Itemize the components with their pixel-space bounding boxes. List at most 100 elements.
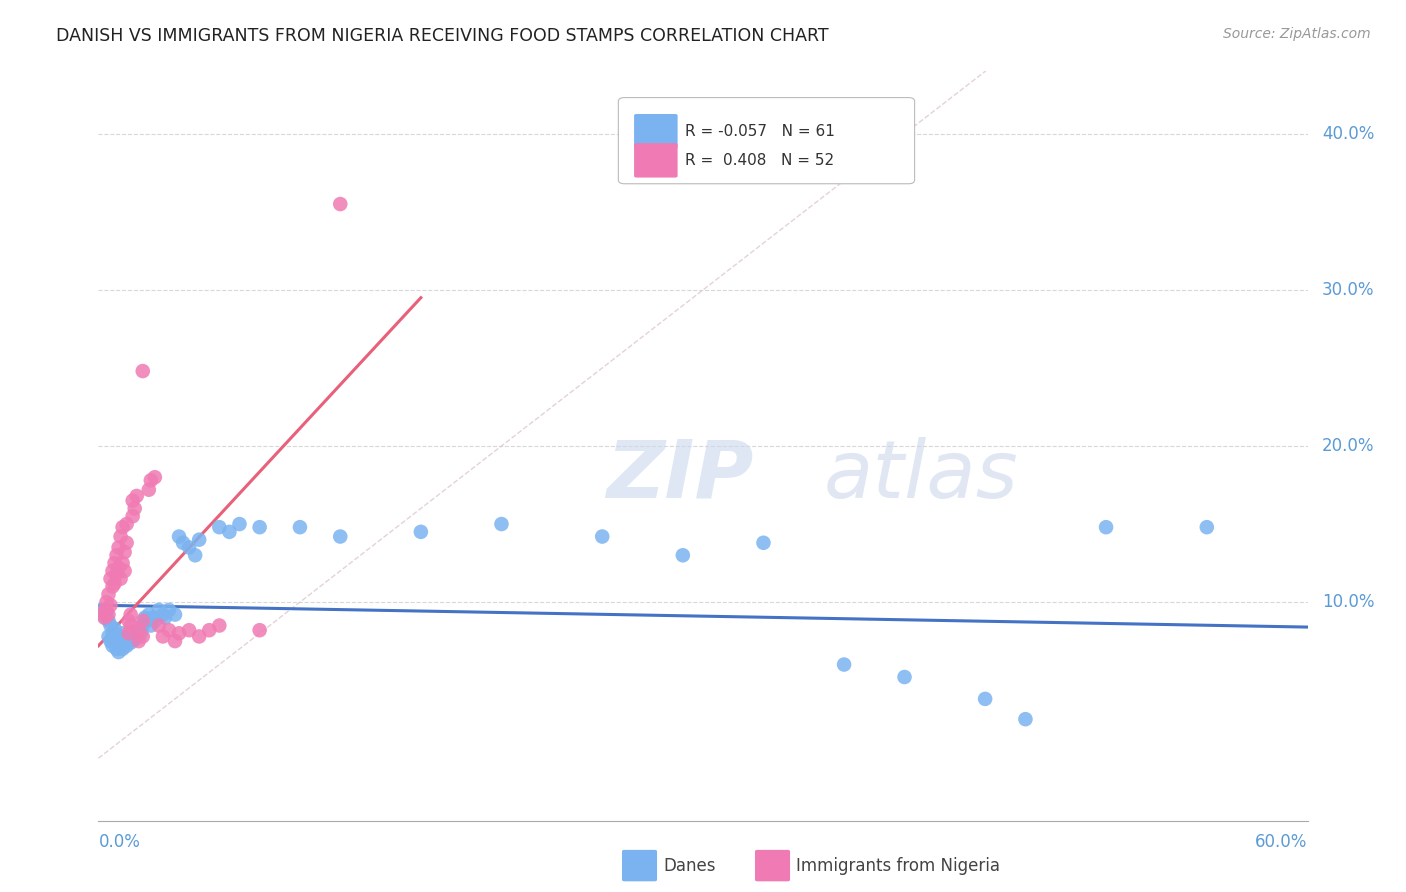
- Point: [96, 603, 118, 617]
- Point: [125, 630, 148, 644]
- Point: [208, 618, 231, 632]
- Point: [832, 657, 855, 672]
- Point: [93, 611, 115, 625]
- Point: [184, 548, 207, 563]
- Point: [105, 567, 128, 582]
- Point: [103, 576, 125, 591]
- Point: [101, 639, 124, 653]
- Point: [172, 535, 194, 549]
- Point: [132, 364, 155, 378]
- Point: [110, 572, 132, 586]
- Point: [96, 606, 118, 620]
- Point: [143, 614, 166, 628]
- FancyBboxPatch shape: [619, 97, 915, 184]
- Point: [115, 517, 138, 532]
- Point: [105, 548, 128, 563]
- FancyBboxPatch shape: [755, 850, 790, 881]
- Point: [249, 623, 271, 637]
- Point: [118, 614, 141, 628]
- Point: [120, 607, 142, 622]
- Point: [138, 483, 160, 497]
- Point: [118, 626, 141, 640]
- Point: [139, 618, 162, 632]
- Text: R =  0.408   N = 52: R = 0.408 N = 52: [685, 153, 834, 168]
- Point: [107, 541, 129, 555]
- Point: [97, 607, 120, 622]
- Point: [96, 595, 118, 609]
- Point: [135, 614, 157, 628]
- Point: [893, 670, 915, 684]
- Point: [107, 561, 129, 575]
- Point: [107, 645, 129, 659]
- Point: [188, 533, 211, 547]
- Point: [100, 618, 122, 632]
- Text: atlas: atlas: [824, 437, 1019, 515]
- Point: [124, 632, 146, 647]
- FancyBboxPatch shape: [634, 143, 678, 178]
- FancyBboxPatch shape: [634, 114, 678, 148]
- Point: [125, 489, 148, 503]
- Point: [115, 639, 138, 653]
- Point: [97, 614, 120, 628]
- Point: [129, 626, 152, 640]
- Point: [152, 630, 174, 644]
- Point: [132, 614, 155, 628]
- Point: [179, 623, 201, 637]
- Point: [91, 603, 114, 617]
- Point: [1095, 520, 1118, 534]
- Text: 30.0%: 30.0%: [1322, 281, 1375, 299]
- Point: [152, 607, 174, 622]
- Point: [97, 630, 120, 644]
- Text: 40.0%: 40.0%: [1322, 125, 1375, 143]
- Point: [91, 606, 114, 620]
- FancyBboxPatch shape: [621, 850, 657, 881]
- Point: [288, 520, 311, 534]
- Point: [100, 634, 122, 648]
- Point: [100, 598, 122, 612]
- Text: 60.0%: 60.0%: [1256, 833, 1308, 851]
- Point: [118, 630, 141, 644]
- Point: [132, 618, 155, 632]
- Point: [128, 623, 150, 637]
- Point: [167, 530, 190, 544]
- Point: [249, 520, 271, 534]
- Point: [111, 626, 134, 640]
- Point: [153, 611, 176, 625]
- Point: [148, 618, 170, 632]
- Point: [103, 556, 125, 570]
- Point: [100, 572, 122, 586]
- Point: [179, 541, 201, 555]
- Point: [121, 509, 143, 524]
- Point: [1195, 520, 1218, 534]
- Point: [163, 634, 186, 648]
- Point: [105, 642, 128, 657]
- Point: [110, 637, 132, 651]
- Point: [132, 630, 155, 644]
- Point: [110, 530, 132, 544]
- Point: [491, 517, 513, 532]
- Point: [107, 632, 129, 647]
- Point: [198, 623, 221, 637]
- Point: [128, 623, 150, 637]
- Point: [103, 632, 125, 647]
- Text: 10.0%: 10.0%: [1322, 593, 1375, 611]
- Point: [114, 564, 136, 578]
- Point: [208, 520, 231, 534]
- Point: [163, 607, 186, 622]
- Point: [672, 548, 695, 563]
- Point: [139, 473, 162, 487]
- Point: [111, 556, 134, 570]
- Point: [143, 470, 166, 484]
- Point: [105, 628, 128, 642]
- Point: [111, 520, 134, 534]
- Text: 20.0%: 20.0%: [1322, 437, 1375, 455]
- Point: [115, 535, 138, 549]
- Text: Source: ZipAtlas.com: Source: ZipAtlas.com: [1223, 27, 1371, 41]
- Point: [188, 630, 211, 644]
- Point: [1014, 712, 1036, 726]
- Point: [111, 642, 134, 657]
- Text: Danes: Danes: [664, 856, 716, 874]
- Point: [124, 501, 146, 516]
- Point: [114, 634, 136, 648]
- Point: [93, 609, 115, 624]
